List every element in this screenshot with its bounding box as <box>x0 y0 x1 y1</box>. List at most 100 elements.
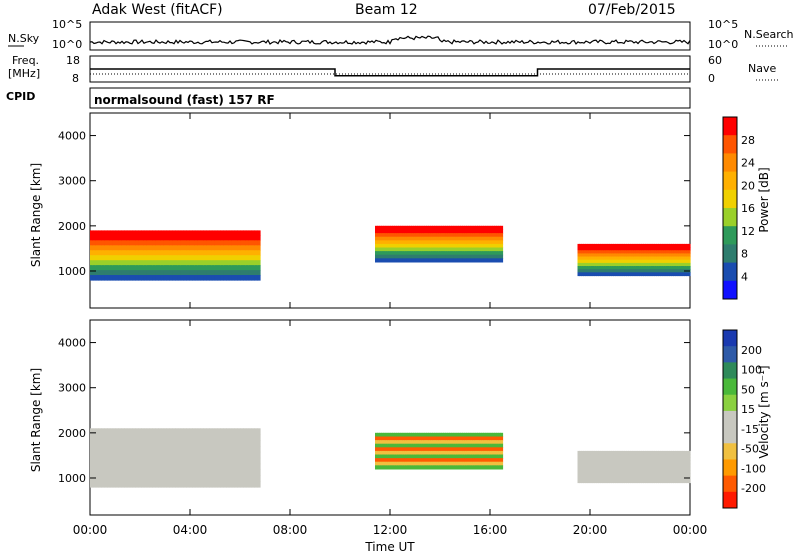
heatmap-cell <box>611 450 614 455</box>
heatmap-cell <box>676 454 680 458</box>
heatmap-cell <box>180 260 185 266</box>
heatmap-cell <box>673 479 676 484</box>
heatmap-cell <box>240 245 244 251</box>
heatmap-cell <box>104 445 108 453</box>
heatmap-cell <box>669 266 672 270</box>
heatmap-cell <box>118 457 122 465</box>
heatmap-cell <box>483 225 487 230</box>
heatmap-cell <box>121 235 125 241</box>
heatmap-cell <box>607 479 610 484</box>
heatmap-cell <box>656 476 659 480</box>
heatmap-cell <box>487 229 491 234</box>
heatmap-cell <box>237 434 241 441</box>
heatmap-cell <box>426 243 429 249</box>
heatmap-cell <box>470 233 474 238</box>
heatmap-cell <box>656 269 659 273</box>
heatmap-cell <box>637 266 640 270</box>
heatmap-cell <box>379 243 382 249</box>
heatmap-cell <box>430 461 433 466</box>
colorbar-tick-label: -50 <box>741 443 759 456</box>
heatmap-cell <box>496 258 499 263</box>
heatmap-cell <box>466 243 470 249</box>
heatmap-cell <box>496 247 499 252</box>
heatmap-cell <box>217 255 221 261</box>
heatmap-cell <box>594 250 597 254</box>
heatmap-cell <box>217 275 221 281</box>
heatmap-cell <box>421 432 425 437</box>
heatmap-cell <box>132 275 136 281</box>
heatmap-cell <box>590 262 594 267</box>
heatmap-cell <box>143 245 148 251</box>
heatmap-cell <box>421 240 425 245</box>
heatmap-cell <box>494 436 497 441</box>
heatmap-cell <box>169 434 173 441</box>
heatmap-cell <box>477 236 480 241</box>
heatmap-cell <box>411 243 414 249</box>
heatmap-cell <box>90 230 94 236</box>
heatmap-cell <box>483 465 487 470</box>
heatmap-cell <box>197 255 202 261</box>
heatmap-cell <box>596 262 599 267</box>
heatmap-cell <box>389 465 393 470</box>
heatmap-cell <box>434 440 438 445</box>
heatmap-cell <box>124 445 128 453</box>
heatmap-cell <box>423 458 427 463</box>
heatmap-cell <box>245 240 250 246</box>
heatmap-cell <box>415 465 419 470</box>
heatmap-cell <box>143 260 148 266</box>
heatmap-cell <box>248 235 253 241</box>
heatmap-cell <box>206 240 210 246</box>
heatmap-cell <box>206 469 210 476</box>
heatmap-cell <box>648 262 652 267</box>
heatmap-cell <box>211 240 216 246</box>
heatmap-cell <box>419 465 423 470</box>
heatmap-cell <box>472 443 476 448</box>
heatmap-cell <box>594 272 597 277</box>
heatmap-cell <box>158 265 162 271</box>
heatmap-cell <box>451 436 455 441</box>
heatmap-cell <box>129 250 134 256</box>
heatmap-cell <box>628 256 631 261</box>
heatmap-cell <box>107 265 111 271</box>
heatmap-cell <box>251 451 255 459</box>
heatmap-cell <box>500 447 504 452</box>
heatmap-cell <box>472 436 476 441</box>
heatmap-cell <box>396 240 399 245</box>
heatmap-cell <box>175 235 179 241</box>
heatmap-cell <box>633 457 637 461</box>
heatmap-cell <box>409 225 412 230</box>
heatmap-cell <box>669 269 672 273</box>
heatmap-cell <box>453 258 457 263</box>
heatmap-cell <box>389 447 393 452</box>
heatmap-cell <box>660 454 663 458</box>
heatmap-cell <box>415 454 419 459</box>
heatmap-cell <box>639 247 642 251</box>
heatmap-cell <box>438 251 442 256</box>
heatmap-cell <box>237 240 241 246</box>
heatmap-cell <box>598 457 601 461</box>
heatmap-cell <box>180 230 185 236</box>
heatmap-cell <box>485 436 489 441</box>
heatmap-cell <box>234 434 238 441</box>
heatmap-cell <box>419 447 423 452</box>
heatmap-cell <box>626 469 629 474</box>
heatmap-cell <box>180 255 185 261</box>
heatmap-cell <box>600 256 603 261</box>
heatmap-cell <box>95 445 100 453</box>
heatmap-cell <box>648 272 652 277</box>
heatmap-cell <box>101 469 105 476</box>
heatmap-cell <box>676 247 680 251</box>
heatmap-cell <box>667 266 670 270</box>
heatmap-cell <box>411 229 414 234</box>
heatmap-cell <box>676 272 680 277</box>
heatmap-cell <box>160 265 165 271</box>
heatmap-cell <box>138 440 142 447</box>
heatmap-cell <box>149 275 153 281</box>
heatmap-cell <box>483 251 487 256</box>
heatmap-cell <box>379 236 382 241</box>
heatmap-cell <box>109 469 114 476</box>
heatmap-cell <box>421 254 425 259</box>
heatmap-cell <box>472 447 476 452</box>
heatmap-cell <box>377 254 380 259</box>
heatmap-cell <box>583 479 586 484</box>
